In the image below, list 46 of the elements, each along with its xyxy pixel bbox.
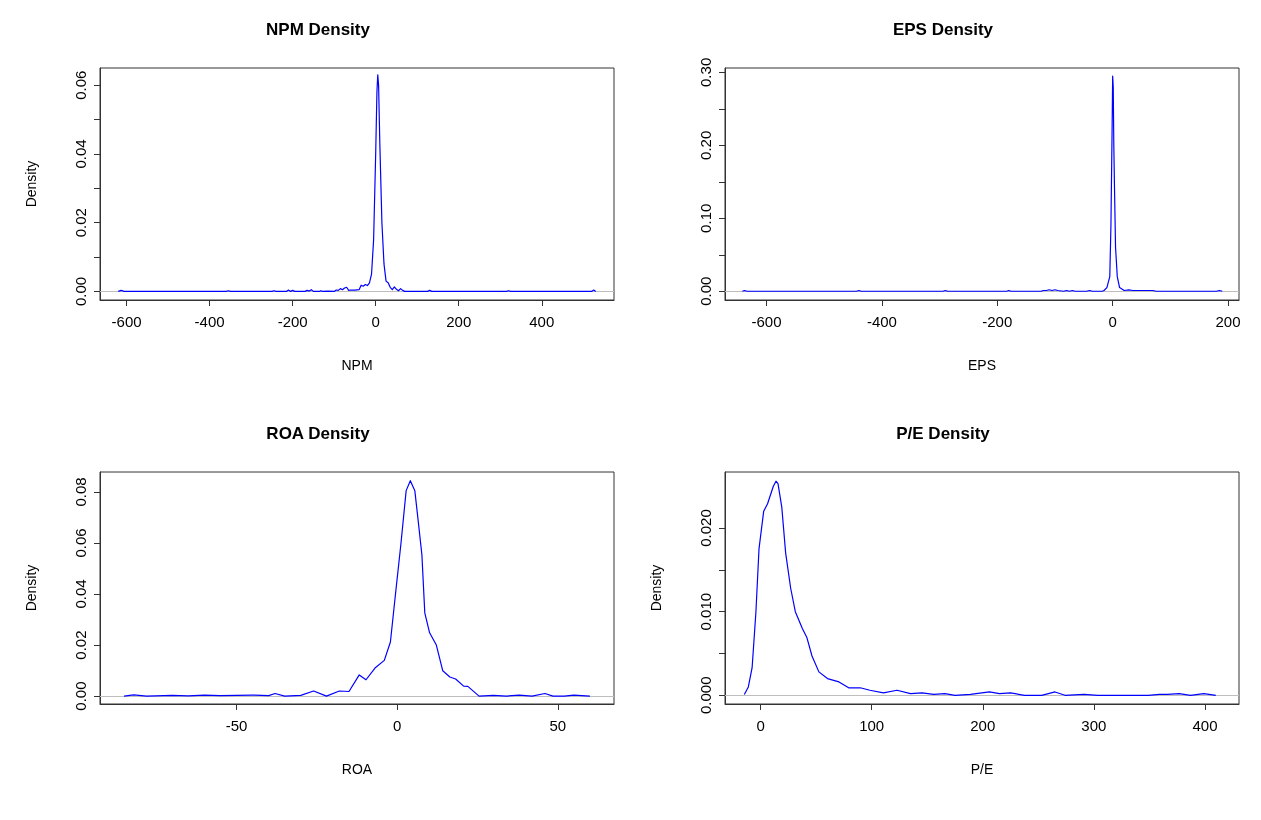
x-tick-label: -400 [866, 313, 897, 330]
x-tick-label: -600 [111, 313, 142, 330]
x-axis-title: ROA [341, 761, 373, 777]
y-tick-label: 0.06 [72, 70, 89, 100]
y-tick-label: 0.02 [72, 208, 89, 238]
x-axis-title: EPS [967, 357, 997, 373]
y-tick-label: 0.30 [697, 57, 714, 87]
y-tick-label: 0.04 [72, 139, 89, 169]
x-axis-title: NPM [341, 357, 373, 373]
y-tick-label: 0.10 [697, 203, 714, 233]
x-tick-label: 0 [392, 717, 402, 734]
y-tick-label: 0.010 [697, 592, 714, 631]
x-tick-label: 300 [1081, 717, 1107, 734]
chart-title: ROA Density [266, 424, 371, 443]
x-tick-label: 200 [446, 313, 472, 330]
y-axis-title: Density [23, 160, 39, 208]
x-axis-title: P/E [970, 761, 994, 777]
y-tick-label: 0.00 [72, 276, 89, 307]
y-tick-label: 0.00 [697, 276, 714, 306]
y-axis-title: Density [23, 564, 39, 612]
x-tick-label: 400 [529, 313, 555, 330]
x-tick-label: 0 [1108, 313, 1117, 330]
x-tick-label: -600 [751, 313, 782, 330]
x-tick-label: -200 [277, 313, 308, 330]
y-tick-label: 0.06 [72, 528, 89, 558]
x-tick-label: 200 [1215, 313, 1241, 330]
y-tick-label: 0.20 [697, 130, 714, 160]
y-tick-label: 0.02 [72, 630, 89, 660]
y-tick-label: 0.020 [697, 509, 714, 547]
y-axis-title: Density [648, 564, 664, 612]
chart-title: P/E Density [896, 424, 991, 443]
y-tick-label: 0.08 [72, 477, 89, 507]
x-tick-label: 0 [756, 717, 765, 734]
y-tick-label: 0.04 [72, 579, 89, 609]
x-tick-label: -50 [225, 717, 248, 734]
x-tick-label: 0 [371, 313, 380, 330]
x-tick-label: -200 [982, 313, 1013, 330]
x-tick-label: 400 [1192, 717, 1218, 734]
y-tick-label: 0.000 [697, 676, 714, 715]
chart-title: NPM Density [266, 20, 371, 39]
x-tick-label: 100 [859, 717, 885, 734]
y-tick-label: 0.00 [72, 681, 89, 711]
x-tick-label: 200 [970, 717, 996, 734]
chart-title: EPS Density [892, 20, 994, 39]
x-tick-label: -400 [194, 313, 225, 330]
x-tick-label: 50 [549, 717, 567, 734]
